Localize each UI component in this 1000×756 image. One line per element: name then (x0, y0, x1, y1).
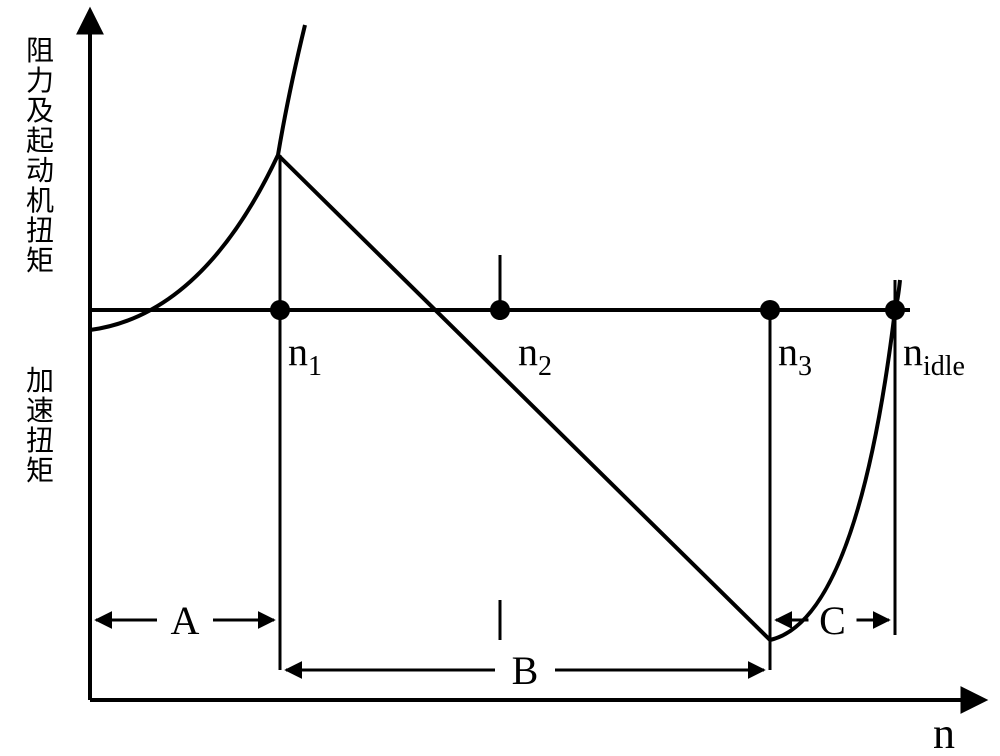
label-n1: n1 (288, 329, 322, 382)
torque-speed-chart: n1 n2 n3 nidle A B Cn 阻力及起动机扭矩加速扭矩 (0, 0, 1000, 756)
upper-torque-curve (90, 25, 305, 330)
label-region-B: B (512, 648, 539, 693)
main-diagonal-curve (278, 155, 770, 640)
dot-n3 (760, 300, 780, 320)
dot-nidle (885, 300, 905, 320)
label-x-axis: n (933, 709, 955, 756)
label-y-lower: 加速扭矩 (26, 366, 54, 487)
label-region-A: A (171, 598, 200, 643)
dot-n1 (270, 300, 290, 320)
label-region-C: C (819, 598, 846, 643)
label-y-upper: 阻力及起动机扭矩 (26, 36, 54, 277)
label-n3: n3 (778, 329, 812, 382)
dot-n2 (490, 300, 510, 320)
chart-svg: n1 n2 n3 nidle A B Cn 阻力及起动机扭矩加速扭矩 (0, 0, 1000, 756)
label-n2: n2 (518, 329, 552, 382)
label-nidle: nidle (903, 329, 965, 382)
